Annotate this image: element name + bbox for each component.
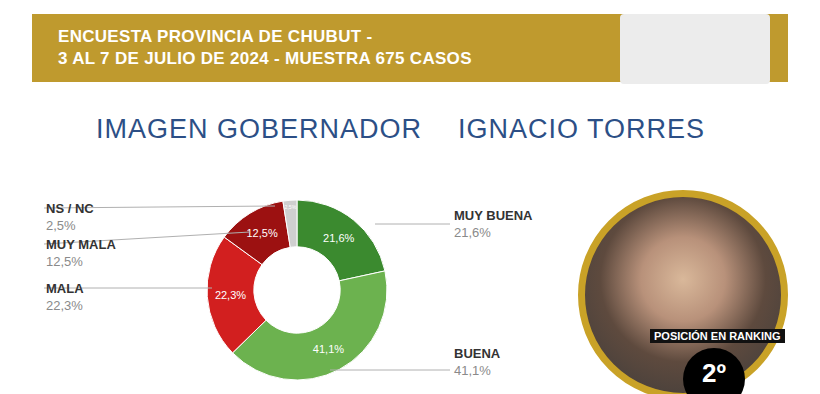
- html-text:IMAGEN GOBERNADOR: IMAGEN GOBERNADOR: [96, 114, 422, 144]
- svg-text:NS / NC2,5%: NS / NC2,5%: [46, 201, 94, 233]
- svg-text:41,1%: 41,1%: [313, 343, 344, 355]
- html-text:ENCUESTA PROVINCIA DE CHUBUT -: ENCUESTA PROVINCIA DE CHUBUT -: [58, 27, 373, 46]
- svg-text:BUENA41,1%: BUENA41,1%: [454, 346, 501, 378]
- svg-text:2,5%: 2,5%: [285, 204, 297, 210]
- svg-text:21,6%: 21,6%: [323, 232, 354, 244]
- svg-text:MUY BUENA21,6%: MUY BUENA21,6%: [454, 208, 533, 240]
- html-text:POSICIÓN EN RANKING: POSICIÓN EN RANKING: [654, 330, 781, 342]
- html-text:3 AL 7 DE JULIO DE 2024 - MUES: 3 AL 7 DE JULIO DE 2024 - MUESTRA 675 CA…: [58, 49, 472, 68]
- svg-text:22,3%: 22,3%: [215, 289, 246, 301]
- svg-text:12,5%: 12,5%: [246, 227, 277, 239]
- svg-text:MALA22,3%: MALA22,3%: [46, 281, 84, 313]
- svg-text:MUY MALA12,5%: MUY MALA12,5%: [46, 237, 116, 269]
- html-text:2º: 2º: [702, 358, 726, 388]
- html-text:IGNACIO TORRES: IGNACIO TORRES: [458, 114, 705, 144]
